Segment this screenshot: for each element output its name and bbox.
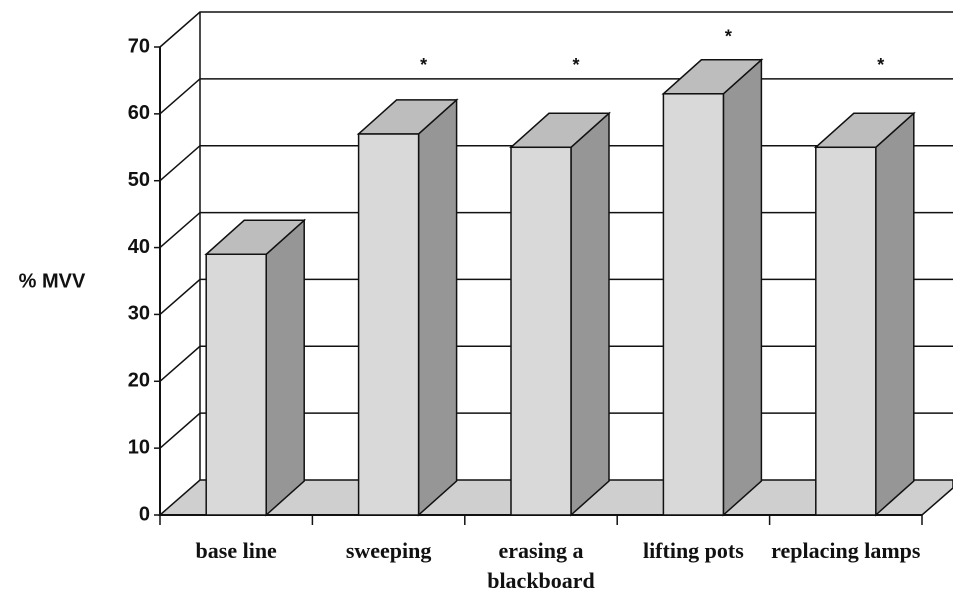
y-tick-label: 50	[128, 169, 150, 191]
bar	[356, 98, 459, 517]
x-tick-label: lifting pots	[642, 538, 744, 563]
bar	[813, 111, 916, 517]
y-tick-label: 20	[128, 370, 150, 392]
y-tick-label: 30	[128, 303, 150, 325]
bar-front	[357, 133, 420, 516]
bar-side	[265, 218, 305, 517]
bar-side	[722, 58, 763, 517]
y-tick-label: 10	[128, 436, 150, 458]
bar-top	[509, 112, 611, 149]
bar-front	[662, 93, 725, 516]
bar-top	[356, 99, 459, 135]
grid-line	[159, 78, 953, 115]
bar-top	[204, 219, 307, 256]
x-tick-label: sweeping	[345, 538, 432, 563]
significance-mark: *	[877, 55, 884, 75]
y-axis-label: % MVV	[19, 270, 86, 292]
bar	[204, 218, 307, 517]
bar-front	[205, 253, 267, 516]
bar-front	[815, 146, 877, 516]
bar	[661, 58, 764, 517]
significance-mark: *	[572, 55, 579, 75]
x-tick-label: erasing a blackboard	[487, 538, 595, 593]
significance-mark: *	[725, 27, 732, 47]
y-tick-label: 40	[128, 236, 150, 258]
bar-side	[570, 111, 610, 517]
y-tick-label: 60	[128, 102, 150, 124]
y-tick-label: 70	[128, 35, 150, 57]
bar	[509, 111, 611, 517]
bar-top	[661, 59, 764, 95]
y-tick-label: 0	[139, 503, 150, 525]
significance-mark: *	[420, 55, 427, 75]
x-tick-label: replacing lamps	[771, 538, 921, 563]
bar-front	[510, 146, 572, 516]
x-tick-label: base line	[195, 538, 277, 563]
bar-side	[417, 98, 458, 517]
bar-top	[813, 112, 916, 149]
bar-side	[875, 111, 915, 517]
grid-line	[159, 11, 953, 48]
